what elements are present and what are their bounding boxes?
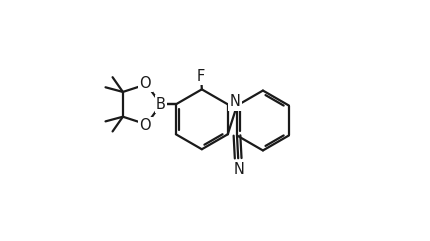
Text: O: O (139, 118, 151, 133)
Text: N: N (233, 161, 244, 176)
Text: O: O (139, 76, 151, 91)
Text: N: N (230, 94, 240, 109)
Text: B: B (156, 97, 166, 112)
Text: F: F (197, 69, 205, 84)
